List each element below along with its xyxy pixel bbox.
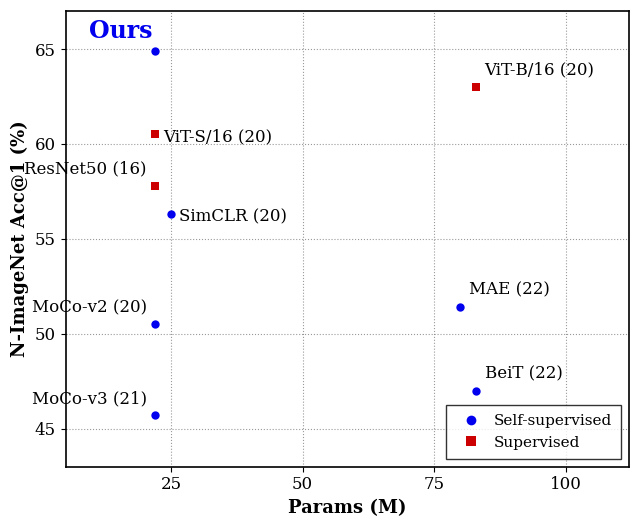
X-axis label: Params (M): Params (M) <box>288 499 406 517</box>
Text: BeiT (22): BeiT (22) <box>484 365 563 382</box>
Text: ViT-S/16 (20): ViT-S/16 (20) <box>164 129 273 146</box>
Text: ResNet50 (16): ResNet50 (16) <box>24 161 147 177</box>
Y-axis label: N-ImageNet Acc@1 (%): N-ImageNet Acc@1 (%) <box>11 120 29 357</box>
Text: MoCo-v2 (20): MoCo-v2 (20) <box>32 299 147 316</box>
Text: SimCLR (20): SimCLR (20) <box>179 209 287 225</box>
Text: ViT-B/16 (20): ViT-B/16 (20) <box>484 62 595 79</box>
Legend: Self-supervised, Supervised: Self-supervised, Supervised <box>447 405 621 459</box>
Text: Ours: Ours <box>89 18 152 43</box>
Text: MAE (22): MAE (22) <box>469 282 550 299</box>
Text: MoCo-v3 (21): MoCo-v3 (21) <box>32 390 147 407</box>
